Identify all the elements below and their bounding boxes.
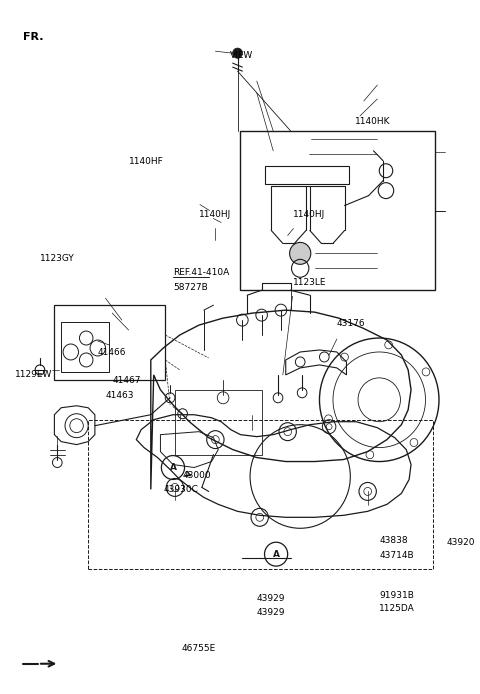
Text: 43920: 43920 (447, 538, 475, 547)
Text: 43000: 43000 (183, 471, 212, 480)
Text: 43930C: 43930C (163, 485, 198, 494)
Text: FR.: FR. (23, 32, 43, 42)
Bar (54, 305, 165, 380)
Circle shape (233, 48, 242, 58)
Text: 41467: 41467 (112, 376, 141, 385)
Text: 43176: 43176 (337, 319, 365, 328)
Bar (175, 390, 262, 455)
Text: 91931B: 91931B (379, 591, 414, 600)
Bar (61, 322, 109, 372)
Text: VIEW: VIEW (230, 51, 253, 60)
Text: 43929: 43929 (257, 609, 285, 618)
Text: 1140HK: 1140HK (355, 117, 391, 126)
Text: 1123GY: 1123GY (40, 254, 75, 263)
Text: 1123LE: 1123LE (292, 278, 326, 287)
Text: 43714B: 43714B (379, 550, 414, 559)
Text: REF.41-410A: REF.41-410A (173, 268, 229, 277)
Text: 1140HF: 1140HF (129, 158, 163, 167)
Bar (88, 420, 433, 569)
Text: 1129EW: 1129EW (15, 371, 52, 380)
Text: 43838: 43838 (379, 536, 408, 545)
Circle shape (289, 242, 311, 264)
Text: 41463: 41463 (106, 391, 134, 400)
Text: 41466: 41466 (98, 348, 126, 357)
Text: 1140HJ: 1140HJ (293, 210, 326, 219)
Text: A: A (169, 463, 177, 472)
Text: 46755E: 46755E (181, 644, 216, 653)
Text: 43929: 43929 (257, 595, 285, 604)
Text: 1140HJ: 1140HJ (199, 210, 231, 219)
Text: A: A (273, 550, 280, 559)
Text: 58727B: 58727B (173, 282, 208, 291)
Text: 1125DA: 1125DA (379, 604, 415, 613)
Bar (240, 131, 435, 290)
